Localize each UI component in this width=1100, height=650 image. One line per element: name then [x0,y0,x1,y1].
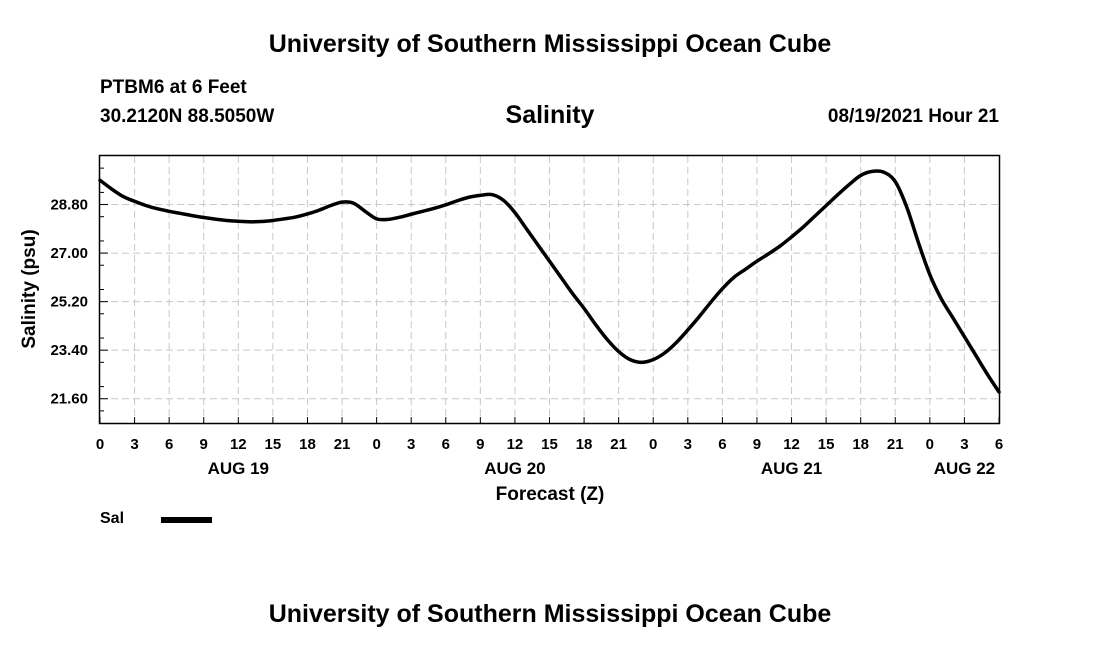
grid [100,156,999,423]
x-tick-label: 9 [200,436,208,453]
date-label: AUG 20 [484,459,545,478]
footer-title: University of Southern Mississippi Ocean… [268,600,832,628]
x-tick-label: 18 [576,436,593,453]
date-label: AUG 21 [761,459,822,478]
station-coordinates: 30.2120N 88.5050W [100,106,275,127]
x-tick-label: 15 [818,436,835,453]
x-tick-label: 18 [852,436,869,453]
axis-labels: 0 3 6 9 12 15 18 21 0 3 6 9 12 15 18 21 0 3 6 9 12 15 18 21 0 3 6 2… [50,197,1003,478]
station-label: PTBM6 at 6 Feet [100,77,247,98]
x-tick-label: 9 [476,436,484,453]
x-tick-label: 12 [507,436,524,453]
x-tick-label: 12 [230,436,247,453]
y-tick-label: 25.20 [50,294,88,311]
y-axis-label: Salinity (psu) [19,229,40,348]
date-label: AUG 22 [934,459,995,478]
page-title: University of Southern Mississippi Ocean… [268,30,832,58]
x-tick-label: 6 [165,436,173,453]
y-tick-label: 23.40 [50,342,88,359]
legend-label: Sal [100,510,125,527]
x-tick-label: 0 [926,436,934,453]
x-tick-label: 21 [334,436,351,453]
x-tick-label: 0 [649,436,657,453]
x-tick-label: 3 [684,436,692,453]
axis-ticks [99,167,1000,423]
y-tick-label: 27.00 [50,245,88,262]
x-tick-label: 0 [96,436,104,453]
plot-frame [98,154,1001,425]
x-tick-label: 21 [610,436,627,453]
x-tick-label: 18 [299,436,316,453]
x-tick-label: 15 [541,436,558,453]
salinity-series-line [98,169,1001,394]
x-tick-label: 6 [995,436,1003,453]
x-tick-label: 6 [442,436,450,453]
x-tick-label: 15 [265,436,282,453]
x-tick-label: 3 [130,436,138,453]
chart-title: Salinity [505,101,595,129]
x-axis-label: Forecast (Z) [496,484,605,505]
x-tick-label: 12 [783,436,800,453]
forecast-datetime: 08/19/2021 Hour 21 [827,106,999,127]
legend-swatch [161,517,212,523]
x-tick-label: 9 [753,436,761,453]
x-tick-label: 21 [887,436,904,453]
y-tick-label: 21.60 [50,391,88,408]
x-tick-label: 3 [407,436,415,453]
date-label: AUG 19 [208,459,269,478]
y-tick-label: 28.80 [50,197,88,214]
x-tick-label: 6 [718,436,726,453]
x-tick-label: 3 [960,436,968,453]
x-tick-label: 0 [372,436,380,453]
